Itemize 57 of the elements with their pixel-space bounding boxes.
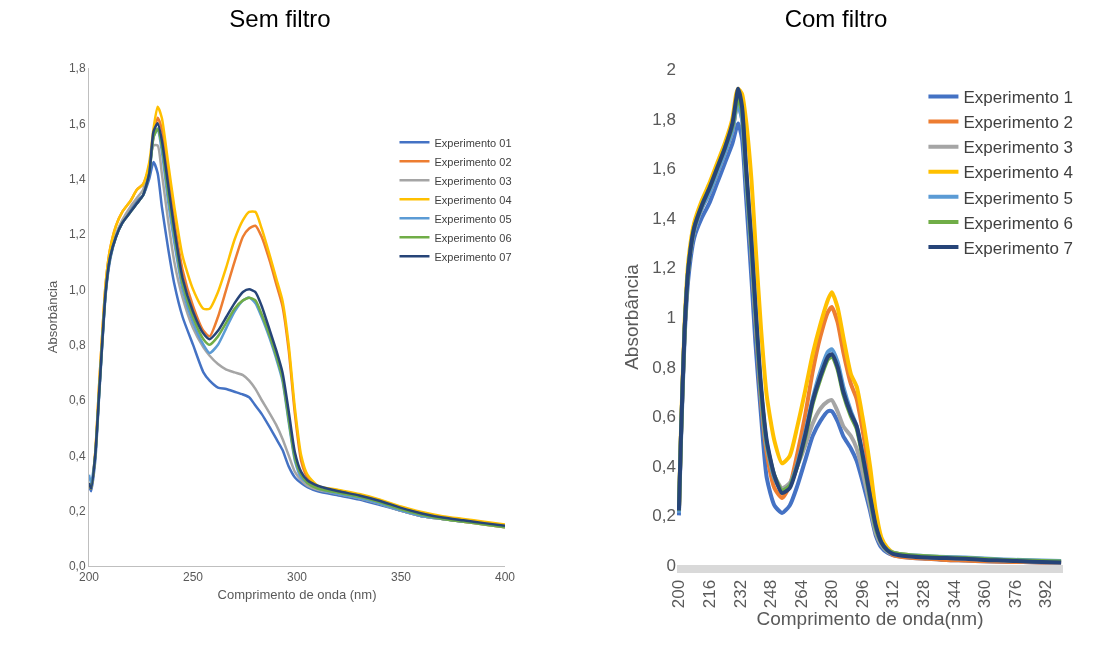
y-tick-label: 0,6 <box>68 393 86 408</box>
x-tick-label: 312 <box>883 579 903 609</box>
legend-label: Experimento 02 <box>434 155 512 168</box>
y-tick-label: 1,8 <box>68 61 86 76</box>
legend-label: Experimento 3 <box>963 138 1074 158</box>
legend-label: Experimento 06 <box>434 231 512 244</box>
x-tick-label: 216 <box>700 579 720 609</box>
x-axis-title: Comprimento de onda(nm) <box>756 608 984 630</box>
legend-label: Experimento 6 <box>963 213 1074 233</box>
y-tick-label: 0,6 <box>652 407 676 427</box>
x-axis-title: Comprimento de onda (nm) <box>217 587 377 602</box>
legend-label: Experimento 5 <box>963 188 1074 208</box>
chart-title: Com filtro <box>784 4 888 32</box>
x-tick-label: 264 <box>791 579 811 609</box>
y-tick-label: 0,4 <box>652 456 676 476</box>
legend-label: Experimento 07 <box>434 250 512 263</box>
x-tick-label: 392 <box>1036 579 1056 609</box>
y-tick-label: 1 <box>666 307 676 327</box>
legend-label: Experimento 4 <box>963 163 1074 183</box>
x-tick-label: 280 <box>822 579 842 609</box>
legend-label: Experimento 04 <box>434 193 512 206</box>
y-tick-label: 2 <box>666 59 676 79</box>
y-tick-label: 1,2 <box>652 258 676 278</box>
y-tick-label: 1,8 <box>652 109 676 129</box>
legend-label: Experimento 1 <box>963 88 1074 108</box>
x-tick-label: 232 <box>730 579 750 609</box>
x-tick-label: 250 <box>182 570 204 585</box>
y-axis-title: Absorbância <box>621 263 643 370</box>
y-tick-label: 1,6 <box>68 116 86 131</box>
y-tick-label: 0,2 <box>68 503 86 518</box>
y-tick-label: 1,4 <box>652 208 676 228</box>
x-tick-label: 300 <box>286 570 308 585</box>
y-axis-title: Absorbância <box>44 280 60 354</box>
y-tick-label: 0 <box>666 555 676 575</box>
x-tick-label: 376 <box>1005 579 1025 609</box>
legend-label: Experimento 05 <box>434 212 512 225</box>
x-tick-label: 328 <box>914 579 934 609</box>
x-tick-label: 248 <box>761 579 781 609</box>
x-tick-label: 360 <box>975 579 995 609</box>
x-tick-label: 344 <box>944 579 964 609</box>
x-tick-label: 296 <box>852 579 872 609</box>
y-tick-label: 0,2 <box>652 506 676 526</box>
x-tick-label: 200 <box>669 579 689 609</box>
y-tick-label: 0,4 <box>68 448 86 463</box>
chart-title: Sem filtro <box>229 4 331 32</box>
legend-label: Experimento 7 <box>963 238 1074 258</box>
y-tick-label: 1,4 <box>68 171 86 186</box>
legend-label: Experimento 01 <box>434 136 512 149</box>
y-tick-label: 1,0 <box>68 282 86 297</box>
y-tick-label: 1,2 <box>68 227 86 242</box>
legend-label: Experimento 03 <box>434 174 512 187</box>
y-tick-label: 1,6 <box>652 159 676 179</box>
x-tick-label: 400 <box>494 570 516 585</box>
y-tick-label: 0,8 <box>652 357 676 377</box>
x-tick-label: 350 <box>390 570 412 585</box>
y-tick-label: 0,8 <box>68 337 86 352</box>
legend-label: Experimento 2 <box>963 113 1074 133</box>
